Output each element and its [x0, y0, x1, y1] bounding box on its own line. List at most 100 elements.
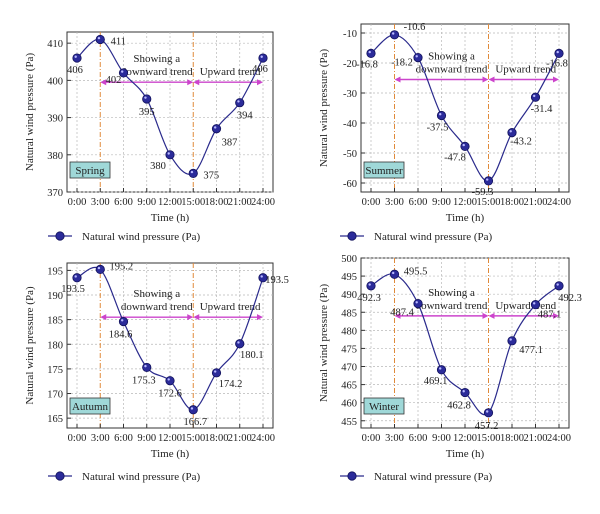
- data-point: [142, 94, 152, 104]
- data-point: [258, 53, 268, 63]
- x-tick-label: 18:00: [205, 433, 229, 444]
- data-point-highlight: [392, 32, 395, 35]
- legend-label: Natural wind pressure (Pa): [82, 471, 201, 483]
- legend-marker: [55, 471, 65, 481]
- data-label: -47.8: [444, 152, 466, 163]
- y-axis-label: Natural wind pressure (Pa): [318, 49, 330, 168]
- data-point-highlight: [237, 341, 240, 344]
- x-tick-label: 9:00: [137, 433, 156, 444]
- data-point-highlight: [121, 70, 124, 73]
- data-label: -43.2: [510, 137, 532, 148]
- x-tick-label: 21:00: [228, 433, 252, 444]
- data-point: [188, 405, 198, 415]
- x-tick-label: 15:00: [477, 433, 501, 444]
- data-label: 462.8: [447, 401, 471, 412]
- data-point-highlight: [214, 126, 217, 129]
- y-tick-label: -60: [343, 179, 357, 190]
- arrow-head: [394, 312, 401, 319]
- y-tick-label: 190: [47, 291, 63, 302]
- x-axis-label: Time (h): [446, 212, 485, 224]
- data-point: [235, 339, 245, 349]
- data-point: [366, 48, 376, 59]
- downward-annotation-line1: Showing a: [428, 51, 475, 63]
- data-point: [483, 408, 494, 418]
- y-tick-label: 370: [47, 188, 63, 199]
- data-point: [389, 30, 400, 40]
- x-tick-label: 18:00: [205, 197, 229, 208]
- data-point: [483, 176, 494, 186]
- downward-annotation-line1: Showing a: [133, 53, 180, 65]
- data-point: [436, 365, 447, 375]
- y-tick-label: 390: [47, 114, 63, 125]
- data-point-highlight: [439, 367, 442, 370]
- legend-label: Natural wind pressure (Pa): [374, 231, 493, 243]
- y-tick-label: 175: [47, 365, 63, 376]
- data-label: 457.2: [475, 421, 499, 432]
- y-tick-label: 460: [341, 399, 357, 410]
- data-point-highlight: [439, 113, 442, 116]
- y-tick-label: 495: [341, 272, 357, 283]
- upward-annotation: Upward trend: [200, 301, 261, 313]
- x-tick-label: 21:00: [524, 433, 548, 444]
- legend-label: Natural wind pressure (Pa): [374, 471, 493, 483]
- data-point-highlight: [462, 143, 465, 147]
- season-tag-label: Autumn: [72, 401, 109, 413]
- data-point-highlight: [167, 378, 170, 381]
- y-tick-label: 400: [47, 76, 63, 87]
- data-point-highlight: [260, 275, 263, 278]
- data-label: 180.1: [240, 350, 264, 361]
- data-label: 487.4: [390, 308, 414, 319]
- x-tick-label: 24:00: [547, 197, 571, 208]
- y-tick-label: 170: [47, 390, 63, 401]
- x-tick-label: 3:00: [385, 433, 404, 444]
- data-label: 195.2: [109, 261, 133, 272]
- x-tick-label: 24:00: [547, 433, 571, 444]
- y-tick-label: 485: [341, 308, 357, 319]
- legend-marker: [347, 471, 357, 481]
- arrow-head: [482, 312, 489, 319]
- y-tick-label: 195: [47, 266, 63, 277]
- data-label: 402: [106, 75, 122, 86]
- data-point-highlight: [97, 36, 101, 40]
- data-point-highlight: [260, 55, 263, 58]
- x-tick-label: 0:00: [68, 433, 87, 444]
- y-tick-label: -10: [343, 29, 357, 40]
- data-label: 411: [111, 36, 126, 47]
- data-point-highlight: [121, 319, 124, 322]
- data-point-highlight: [368, 50, 371, 54]
- data-point-highlight: [144, 96, 147, 99]
- season-tag: [69, 397, 111, 415]
- chart-panel-winter: 455 460 465 470 475 480 485 490 495 500 0:00 3:00 6:…: [318, 254, 582, 483]
- x-tick-label: 3:00: [91, 433, 110, 444]
- arrow-head: [100, 314, 107, 321]
- x-tick-label: 15:00: [181, 197, 205, 208]
- arrow-head: [100, 79, 107, 86]
- y-axis-label: Natural wind pressure (Pa): [24, 53, 36, 172]
- data-point-highlight: [144, 364, 147, 368]
- x-tick-label: 21:00: [524, 197, 548, 208]
- data-point-highlight: [533, 94, 536, 98]
- x-tick-label: 6:00: [409, 433, 428, 444]
- data-point: [413, 52, 423, 63]
- data-label: -16.8: [356, 59, 378, 70]
- arrow-head: [488, 76, 495, 83]
- data-point-highlight: [533, 302, 536, 305]
- x-tick-label: 12:00: [158, 197, 182, 208]
- data-point-highlight: [462, 390, 465, 393]
- arrow-head: [394, 76, 401, 83]
- data-label: 394: [237, 111, 254, 122]
- data-point-highlight: [167, 152, 170, 155]
- arrow-head: [257, 314, 263, 321]
- season-tag-label: Winter: [369, 401, 399, 413]
- season-tag: [363, 397, 405, 415]
- x-tick-label: 24:00: [251, 197, 275, 208]
- downward-annotation-line2: downward trend: [121, 301, 193, 313]
- data-point-highlight: [415, 55, 418, 58]
- y-tick-label: 410: [47, 39, 63, 50]
- data-point: [530, 300, 541, 310]
- x-tick-label: 9:00: [432, 433, 451, 444]
- x-tick-label: 21:00: [228, 197, 252, 208]
- data-point-highlight: [368, 283, 371, 286]
- data-label: 193.5: [61, 284, 85, 295]
